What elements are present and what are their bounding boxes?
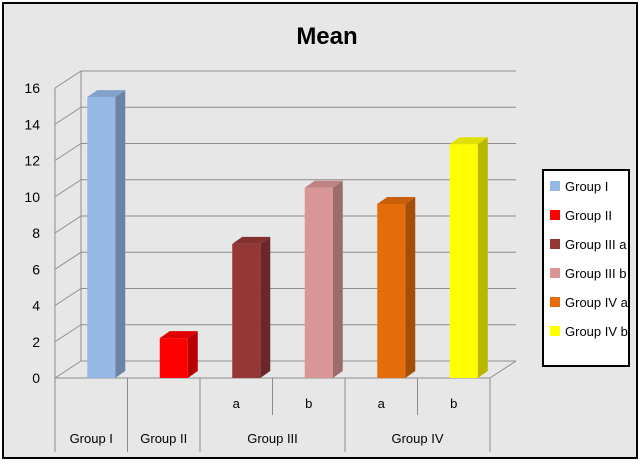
axes: 0 2 4 6 8 10 12 14 16 a b a b Group I Group II Group II…: [24, 80, 491, 452]
y-tick-label: 2: [32, 334, 40, 350]
category-label: Group IV: [391, 431, 443, 446]
category-label: Group II: [140, 431, 187, 446]
legend-entry: Group II: [565, 208, 612, 223]
bars: [87, 90, 488, 378]
bar: [159, 331, 198, 378]
gridline-side: [54, 143, 82, 161]
category-sublabel: a: [378, 396, 386, 411]
bar-front: [232, 243, 261, 378]
y-tick-label: 8: [32, 225, 40, 241]
bar-top: [377, 197, 416, 204]
y-tick-label: 6: [32, 261, 40, 277]
bar-front: [159, 338, 188, 378]
legend-entry: Group IV a: [565, 295, 629, 310]
bar-side: [332, 180, 343, 378]
gridline-side: [54, 70, 82, 89]
category-label: Group III: [247, 431, 298, 446]
floor-right-edge: [489, 360, 517, 379]
y-tick-label: 14: [24, 116, 40, 132]
category-label: Group I: [70, 431, 113, 446]
bar-side: [405, 197, 416, 378]
bar-front: [449, 144, 478, 378]
y-tick-label: 4: [32, 298, 40, 314]
y-tick-label: 0: [32, 370, 40, 386]
bar-side: [260, 236, 271, 378]
gridline-side: [54, 324, 82, 343]
bar-side: [115, 90, 126, 378]
legend-swatch: [550, 239, 560, 249]
bar-side: [187, 331, 198, 378]
bar-top: [304, 180, 343, 188]
gridline-side: [54, 360, 82, 379]
bar: [232, 236, 271, 378]
bar-side: [477, 137, 488, 378]
legend-entry: Group III b: [565, 266, 626, 281]
bar-front: [304, 187, 333, 378]
legend-entry: Group I: [565, 179, 608, 194]
gridline-side: [54, 106, 82, 125]
legend-swatch: [550, 210, 560, 220]
chart-title: Mean: [296, 23, 357, 50]
category-sublabel: b: [305, 396, 312, 411]
y-tick-label: 10: [24, 189, 40, 205]
gridline-side: [54, 179, 82, 198]
bar-front: [377, 204, 406, 378]
bar: [377, 197, 416, 378]
bar-top: [87, 90, 126, 98]
category-sublabel: b: [450, 396, 457, 411]
legend-swatch: [550, 268, 560, 278]
category-sublabel: a: [233, 396, 241, 411]
y-tick-label: 16: [24, 80, 40, 96]
gridline-side: [54, 251, 82, 270]
bar: [304, 180, 343, 378]
bar-top: [159, 331, 198, 339]
legend-swatch: [550, 181, 560, 191]
bar-front: [87, 97, 116, 378]
gridline-side: [54, 288, 82, 306]
legend-swatch: [550, 326, 560, 336]
bar-top: [232, 236, 271, 244]
gridline-side: [54, 215, 82, 234]
y-tick-label: 12: [24, 153, 40, 169]
legend-swatch: [550, 297, 560, 307]
bar: [87, 90, 126, 378]
bar-top: [449, 137, 488, 145]
legend-entry: Group IV b: [565, 324, 628, 339]
bar: [449, 137, 488, 378]
legend-entry: Group III a: [565, 237, 627, 252]
legend: Group I Group II Group III a Group III b Gro…: [542, 169, 630, 367]
